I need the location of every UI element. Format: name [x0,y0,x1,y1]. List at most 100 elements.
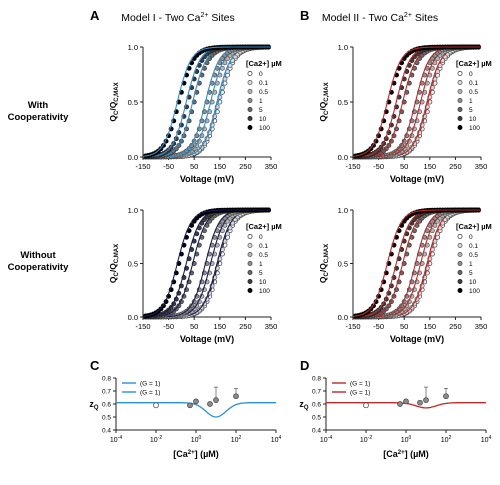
y-tick-label: 1.0 [128,43,138,52]
y-tick-label: 0.6 [312,402,321,409]
legend-label: 5 [259,107,263,114]
y-tick-label: 0.5 [338,260,348,269]
chart-D: 10-4 10-2 100 102 104 0.4 0.5 0.6 0.7 0.8 [Ca2+] (… [299,376,491,460]
legend-label: (G = 1) [350,381,370,388]
y-axis-label: QC/QC,MAX [318,244,330,283]
x-tick-label: -150 [135,162,150,171]
legend-label: 1 [469,98,473,105]
legend-marker [247,125,253,130]
legend-marker [247,243,253,248]
row-label-without-cooperativity: Cooperativity [8,262,69,273]
data-point [213,397,219,403]
legend-marker [457,234,463,239]
legend-label: 100 [469,125,480,132]
x-tick-label: -150 [135,322,150,331]
legend-label: 0.5 [259,252,268,259]
x-tick-label: 50 [400,162,408,171]
x-tick-label: -150 [345,162,360,171]
legend-label: 0.1 [259,243,268,250]
x-tick-label: 104 [271,435,282,444]
x-tick-label: 350 [265,162,278,171]
x-tick-label: 10-4 [320,435,332,444]
y-tick-label: 0.0 [128,153,138,162]
column-title-model-2: Model II - Two Ca2+ Sites [322,12,438,24]
panel-letter-d: D [300,358,309,373]
y-axis-label: QC/QC,MAX [108,244,120,283]
x-tick-label: 102 [441,435,452,444]
data-point [363,402,369,409]
x-tick-label: 350 [475,322,488,331]
legend-label: 10 [469,279,477,286]
legend-marker [247,279,253,284]
panel-letter-b: B [300,8,309,23]
data-point [187,402,193,409]
data-point [403,398,409,405]
legend-label: 0.1 [469,80,478,87]
y-tick-label: 0.8 [312,376,321,383]
x-axis-label: Voltage (mV) [180,334,234,344]
legend-title: [Ca2+] µM [246,59,282,68]
x-axis-label: Voltage (mV) [390,174,444,184]
legend-title: [Ca2+] µM [456,59,492,68]
x-tick-label: 150 [214,162,227,171]
x-tick-label: 50 [400,322,408,331]
x-tick-label: 102 [231,435,242,444]
row-label-without: Without [20,250,56,261]
y-tick-label: 0.5 [128,98,138,107]
data-point [397,401,403,407]
data-point [153,402,159,409]
legend-marker [247,80,253,85]
model-curve [352,46,481,157]
legend-label: 100 [259,288,270,295]
y-tick-label: 0.5 [128,260,138,269]
legend-label: 5 [469,107,473,114]
legend-label: 0 [259,71,263,78]
data-point [443,393,449,400]
legend-label: (G = 1) [350,390,370,397]
legend-label: 10 [259,116,267,123]
x-tick-label: 10-4 [110,435,122,444]
x-tick-label: 100 [401,435,412,444]
y-axis-label: zQ [89,399,99,411]
legend-marker [457,125,463,130]
legend-marker [457,116,463,121]
legend-title: [Ca2+] µM [456,222,492,231]
legend-label: (G = 1) [140,381,160,388]
legend-marker [457,279,463,284]
y-tick-label: 1.0 [338,43,348,52]
legend-label: 10 [469,116,477,123]
x-tick-label: -50 [373,322,384,331]
y-tick-label: 0.7 [312,389,321,396]
y-tick-label: 0.5 [312,415,321,422]
legend-label: 0 [259,234,263,241]
legend-marker [457,80,463,85]
legend-marker [247,270,253,275]
legend-label: 0.5 [469,252,478,259]
x-tick-label: 250 [239,162,252,171]
legend-marker [457,243,463,248]
y-tick-label: 0.0 [338,153,348,162]
y-tick-label: 0.7 [102,389,111,396]
x-tick-label: 250 [449,322,462,331]
y-axis-label: QC/QC,MAX [108,82,120,121]
x-axis-label: Voltage (mV) [390,334,444,344]
legend-label: 100 [469,288,480,295]
x-tick-label: 350 [475,162,488,171]
model-curve [352,209,481,317]
x-tick-label: 100 [191,435,202,444]
legend-marker [457,98,463,103]
legend-marker [457,252,463,257]
legend-marker [247,71,253,76]
y-tick-label: 0.0 [338,313,348,322]
legend-marker [457,107,463,112]
y-tick-label: 0.8 [102,376,111,383]
x-tick-label: 150 [424,322,437,331]
y-tick-label: 0.0 [128,313,138,322]
legend-marker [457,270,463,275]
x-tick-label: 104 [481,435,492,444]
